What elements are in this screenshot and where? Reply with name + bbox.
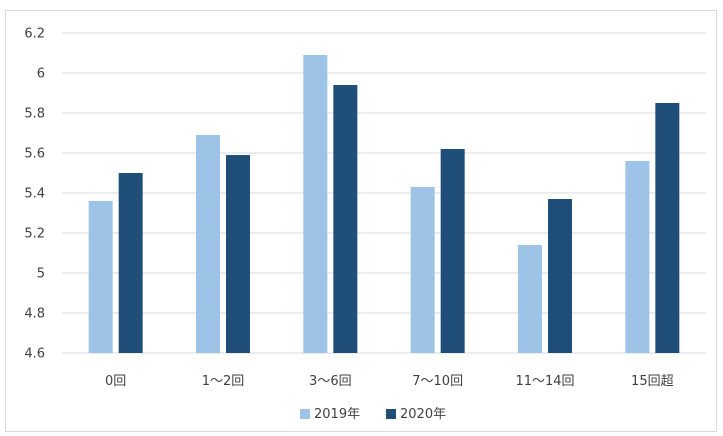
bar-2019年-15回超 bbox=[625, 161, 650, 353]
y-tick-label: 6.2 bbox=[24, 27, 45, 42]
legend: 2019年 2020年 bbox=[300, 407, 446, 422]
x-tick-label: 0回 bbox=[105, 374, 126, 389]
x-axis: 0回 1〜2回 3〜6回 7〜10回 11〜14回 15回超 bbox=[105, 374, 674, 389]
legend-label: 2019年 bbox=[314, 407, 360, 422]
legend-swatch bbox=[300, 409, 310, 419]
bar-2019年-11〜14回 bbox=[518, 245, 542, 353]
gridlines bbox=[62, 32, 706, 354]
bars bbox=[88, 55, 680, 353]
y-tick-label: 5 bbox=[37, 267, 45, 282]
bar-2020年-1〜2回 bbox=[226, 155, 250, 353]
x-tick-label: 3〜6回 bbox=[309, 374, 352, 389]
x-tick-label: 7〜10回 bbox=[412, 374, 463, 389]
y-tick-label: 4.6 bbox=[24, 347, 45, 362]
y-tick-label: 6 bbox=[37, 67, 45, 82]
y-tick-label: 5.8 bbox=[24, 107, 45, 122]
y-tick-label: 5.2 bbox=[24, 227, 45, 242]
y-axis: 4.6 4.8 5 5.2 5.4 5.6 5.8 6 6.2 bbox=[24, 27, 45, 362]
legend-swatch bbox=[386, 409, 396, 419]
x-tick-label: 11〜14回 bbox=[515, 374, 574, 389]
x-tick-label: 15回超 bbox=[631, 374, 674, 389]
bar-2019年-1〜2回 bbox=[196, 135, 220, 353]
y-tick-label: 5.6 bbox=[24, 147, 45, 162]
x-tick-label: 1〜2回 bbox=[202, 374, 245, 389]
bar-2019年-3〜6回 bbox=[303, 55, 328, 353]
bar-2020年-7〜10回 bbox=[440, 149, 465, 353]
legend-label: 2020年 bbox=[400, 407, 446, 422]
y-tick-label: 5.4 bbox=[24, 187, 45, 202]
bar-2019年-0回 bbox=[88, 201, 113, 353]
bar-2020年-15回超 bbox=[655, 103, 680, 353]
y-tick-label: 4.8 bbox=[24, 307, 45, 322]
bar-2019年-7〜10回 bbox=[410, 187, 435, 353]
bar-2020年-3〜6回 bbox=[333, 85, 358, 353]
bar-2020年-0回 bbox=[118, 173, 143, 353]
bar-2020年-11〜14回 bbox=[548, 199, 572, 353]
